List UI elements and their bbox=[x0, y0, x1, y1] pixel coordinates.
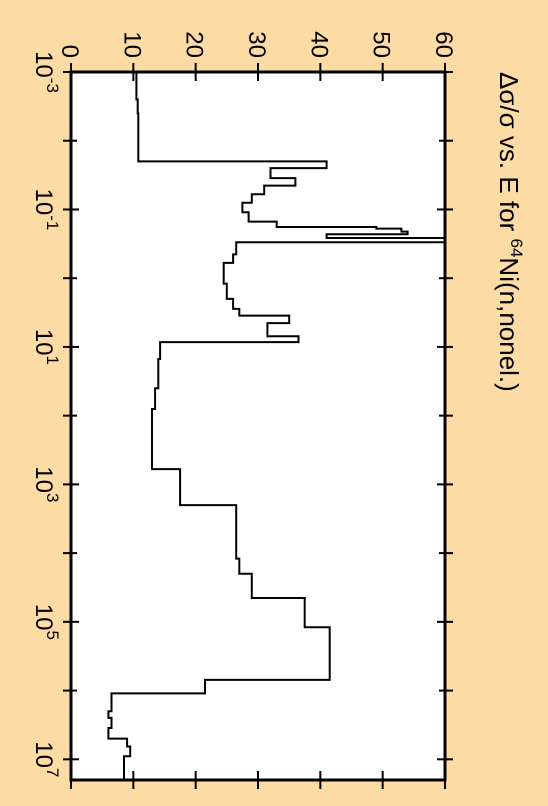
plot-frame bbox=[69, 70, 447, 782]
chart-title: Δσ/σ vs. E for 64Ni(n,nonel.) bbox=[494, 72, 526, 392]
y-tick-label: 20 bbox=[181, 31, 208, 58]
y-tick-label: 30 bbox=[243, 31, 270, 58]
y-tick-label: 60 bbox=[430, 31, 457, 58]
x-tick-label: 107 bbox=[30, 741, 62, 777]
y-tick-label: 0 bbox=[56, 45, 83, 58]
x-tick-label: 10-3 bbox=[30, 51, 62, 93]
x-tick-label: 103 bbox=[30, 466, 62, 502]
x-axis-ticks: 10-3 10-1 101 103 105 107 bbox=[30, 51, 453, 777]
x-tick-label: 10-1 bbox=[30, 189, 62, 231]
x-tick-label: 101 bbox=[30, 329, 62, 365]
y-tick-label: 40 bbox=[305, 31, 332, 58]
y-tick-label: 50 bbox=[368, 31, 395, 58]
chart-rotated-frame: 10-3 10-1 101 103 105 107 0 10 20 30 40 50 60 Δσ/σ … bbox=[30, 31, 526, 789]
series-line bbox=[107, 72, 446, 780]
plot-area bbox=[71, 72, 445, 780]
x-tick-label: 105 bbox=[30, 604, 62, 640]
y-tick-label: 10 bbox=[118, 31, 145, 58]
